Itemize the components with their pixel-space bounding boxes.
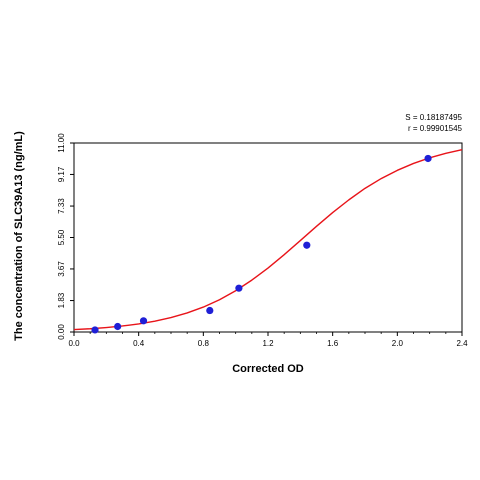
data-point (424, 154, 432, 163)
y-tick-label: 7.33 (57, 198, 66, 214)
x-axis-ticks: 0.0 0.4 0.8 1.2 1.6 2.0 2.4 (68, 332, 468, 348)
y-tick-label: 11.00 (57, 133, 66, 153)
fit-curve-layer (73, 149, 463, 331)
x-tick-label: 2.0 (392, 339, 404, 348)
y-tick-label: 1.83 (57, 292, 66, 308)
data-point (235, 284, 243, 292)
y-tick-label: 0.00 (57, 324, 66, 340)
y-tick-label: 9.17 (57, 166, 66, 182)
fit-curve-line (73, 149, 463, 331)
x-tick-label: 1.2 (262, 339, 274, 348)
x-axis-title: Corrected OD (232, 363, 304, 375)
s-statistic-label: S = 0.18187495 (405, 113, 462, 122)
x-tick-label: 2.4 (456, 339, 468, 348)
data-point (206, 306, 214, 315)
x-tick-label: 0.8 (198, 339, 210, 348)
y-axis-title: The concentration of SLC39A13 (ng/mL) (13, 131, 25, 341)
x-tick-label: 0.0 (68, 339, 80, 348)
data-point (114, 322, 122, 331)
x-tick-label: 0.4 (133, 339, 145, 348)
x-tick-label: 1.6 (327, 339, 339, 348)
plot-area-frame (73, 142, 463, 333)
y-tick-label: 3.67 (57, 261, 66, 277)
data-point (91, 326, 99, 334)
data-point (139, 317, 148, 325)
y-axis-ticks: 0.00 1.83 3.67 5.50 7.33 9.17 11.00 (57, 133, 74, 340)
r-statistic-label: r = 0.99901545 (408, 124, 463, 133)
y-tick-label: 5.50 (57, 229, 66, 245)
data-points-layer (91, 154, 432, 334)
data-point (303, 241, 311, 249)
